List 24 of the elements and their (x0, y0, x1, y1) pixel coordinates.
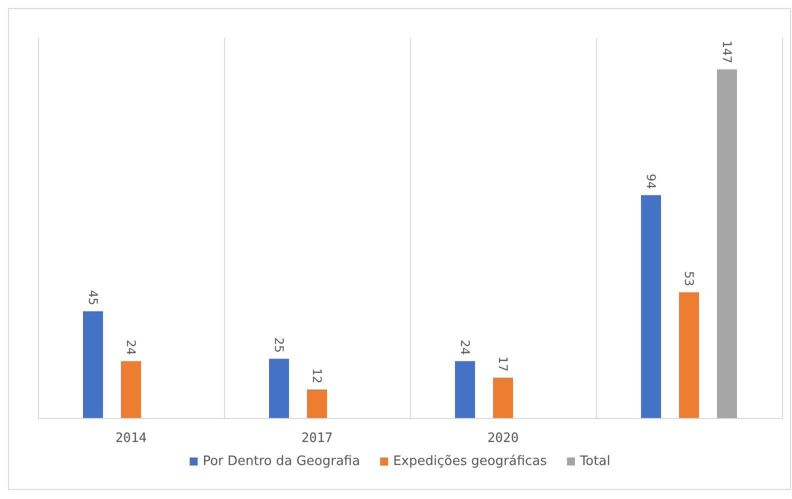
data-label: 147 (720, 40, 734, 64)
bar (121, 361, 141, 418)
legend-label: Por Dentro da Geografia (202, 454, 360, 469)
bar (269, 358, 289, 418)
bar (679, 292, 699, 418)
bar (717, 69, 737, 418)
data-label: 24 (124, 340, 138, 356)
bar (641, 195, 661, 418)
data-label: 45 (86, 290, 100, 306)
x-tick-label: 2017 (301, 431, 333, 446)
legend-label: Total (578, 454, 610, 469)
bar (455, 361, 475, 418)
data-label: 53 (682, 271, 696, 286)
bar (83, 311, 103, 418)
data-label: 25 (272, 337, 286, 353)
data-label: 24 (458, 340, 472, 356)
x-tick-label: 2020 (487, 431, 519, 446)
bar (493, 378, 513, 418)
bar (307, 390, 327, 418)
data-label: 12 (310, 368, 324, 384)
x-tick-label: 2014 (115, 431, 147, 446)
data-label: 94 (644, 174, 658, 190)
legend-label: Expedições geográficas (393, 454, 548, 469)
data-label: 17 (496, 356, 510, 372)
